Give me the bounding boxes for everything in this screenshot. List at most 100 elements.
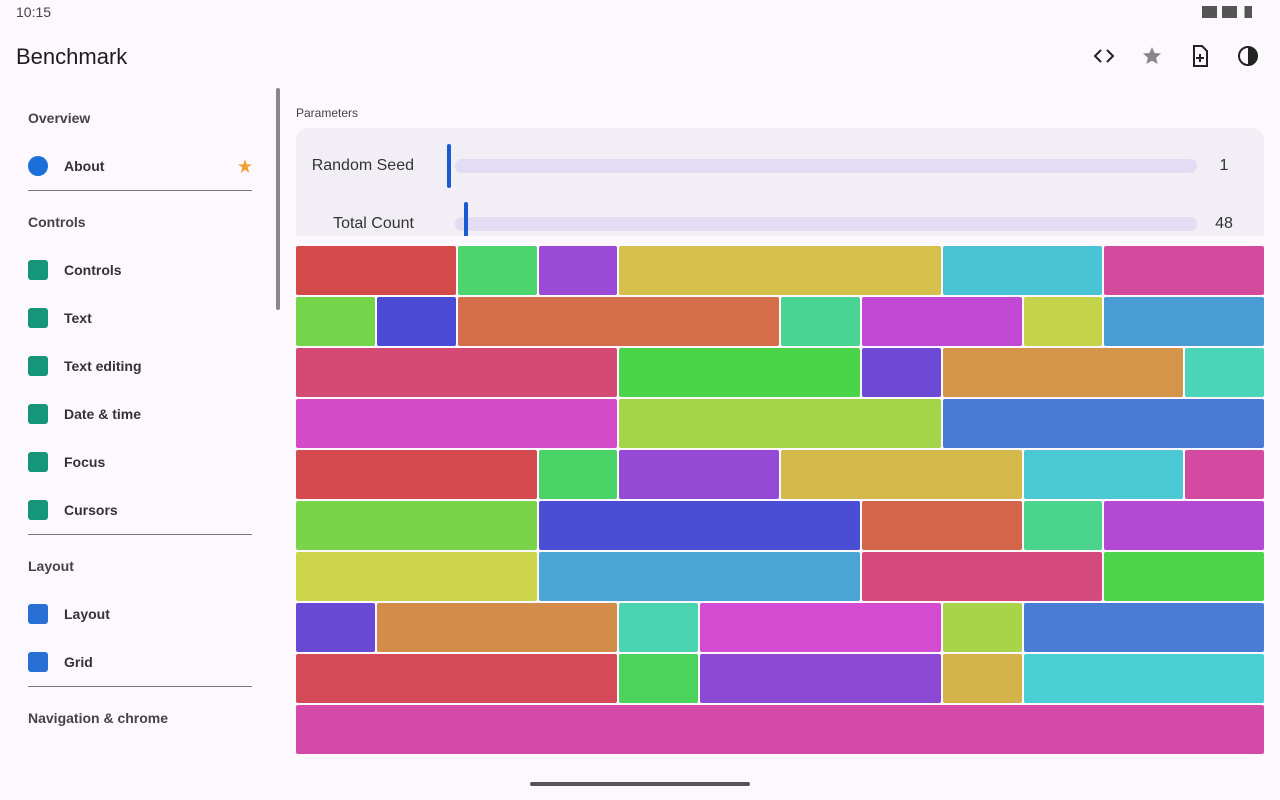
tile-grid [296, 246, 1264, 754]
slider-thumb[interactable] [447, 144, 451, 188]
tile [619, 399, 941, 448]
tile [1023, 450, 1184, 499]
parameters-title: Parameters [296, 106, 359, 120]
nav-item[interactable]: About [28, 142, 252, 190]
tile [1023, 603, 1264, 652]
section-header: Controls [28, 214, 86, 230]
tile [296, 450, 537, 499]
nav-icon [28, 308, 48, 328]
nav-icon [28, 356, 48, 376]
tile [861, 501, 1022, 550]
tile [1023, 501, 1103, 550]
tile [700, 654, 941, 703]
nav-item[interactable]: Cursors [28, 486, 252, 534]
tile [296, 297, 375, 346]
section-header: Overview [28, 110, 91, 126]
code-button[interactable] [1092, 44, 1116, 68]
nav-icon [28, 452, 48, 472]
tile [619, 450, 779, 499]
divider [28, 190, 252, 191]
nav-item[interactable]: Grid [28, 638, 252, 686]
tile [942, 246, 1103, 295]
parameters-panel: Random Seed 1 Total Count 48 [296, 128, 1264, 236]
nav-item[interactable]: Controls [28, 246, 252, 294]
favorite-star [238, 159, 252, 173]
nav-icon [28, 652, 48, 672]
tile [781, 450, 1022, 499]
nav-label: Date & time [64, 406, 142, 422]
scrollbar [276, 88, 280, 310]
section-header: Layout [28, 558, 74, 574]
nav-icon [28, 260, 48, 280]
divider [28, 534, 252, 535]
nav-item[interactable]: Text [28, 294, 252, 342]
tile [296, 603, 375, 652]
tile [1104, 246, 1264, 295]
tile [457, 246, 537, 295]
tile [538, 450, 618, 499]
slider-track[interactable] [455, 159, 1197, 173]
tile [861, 552, 1103, 601]
nav-item[interactable]: Focus [28, 438, 252, 486]
section-header: Navigation & chrome [28, 710, 169, 726]
nav-icon [28, 500, 48, 520]
tile [296, 399, 618, 448]
tile [781, 297, 860, 346]
tile [296, 501, 537, 550]
tile [1185, 450, 1264, 499]
tile [942, 654, 1022, 703]
tile [296, 552, 537, 601]
nav-item[interactable]: Date & time [28, 390, 252, 438]
slider-value: 48 [1215, 215, 1233, 232]
nav-item[interactable]: Layout [28, 590, 252, 638]
tile [1104, 501, 1264, 550]
slider-thumb[interactable] [464, 202, 468, 236]
nav-icon [28, 604, 48, 624]
tile [861, 348, 941, 397]
tile [538, 246, 618, 295]
nav-icon [28, 156, 48, 176]
status-icons [1202, 6, 1252, 18]
tile [1023, 654, 1264, 703]
nav-label: Controls [64, 262, 122, 278]
tile [619, 603, 699, 652]
tile [538, 501, 860, 550]
tile [376, 297, 456, 346]
new-file-button[interactable] [1188, 44, 1212, 68]
tile [376, 603, 618, 652]
slider-label: Random Seed [311, 157, 414, 174]
tile [942, 348, 1184, 397]
tile [1185, 348, 1264, 397]
nav-label: About [64, 158, 105, 174]
tile [700, 603, 941, 652]
tile [1104, 552, 1264, 601]
nav-icon [28, 404, 48, 424]
tile [538, 552, 860, 601]
status-time: 10:15 [16, 4, 52, 20]
nav-label: Grid [64, 654, 93, 670]
nav-label: Layout [64, 606, 110, 622]
slider-value: 1 [1219, 157, 1229, 174]
nav-label: Cursors [64, 502, 118, 518]
nav-item[interactable]: Text editing [28, 342, 252, 390]
tile [619, 654, 699, 703]
tile [1104, 297, 1264, 346]
tile [619, 348, 860, 397]
tile [1023, 297, 1103, 346]
favorite-button[interactable] [1140, 44, 1164, 68]
tile [296, 705, 1264, 754]
tile [296, 348, 618, 397]
theme-button[interactable] [1236, 44, 1260, 68]
app-title: Benchmark [16, 44, 128, 69]
tile [619, 246, 941, 295]
slider-label: Total Count [333, 215, 414, 232]
tile [296, 654, 618, 703]
tile [942, 399, 1264, 448]
nav-label: Focus [64, 454, 106, 470]
nav-handle [530, 782, 750, 786]
slider-track[interactable] [455, 217, 1197, 231]
nav-label: Text [64, 310, 92, 326]
tile [942, 603, 1022, 652]
